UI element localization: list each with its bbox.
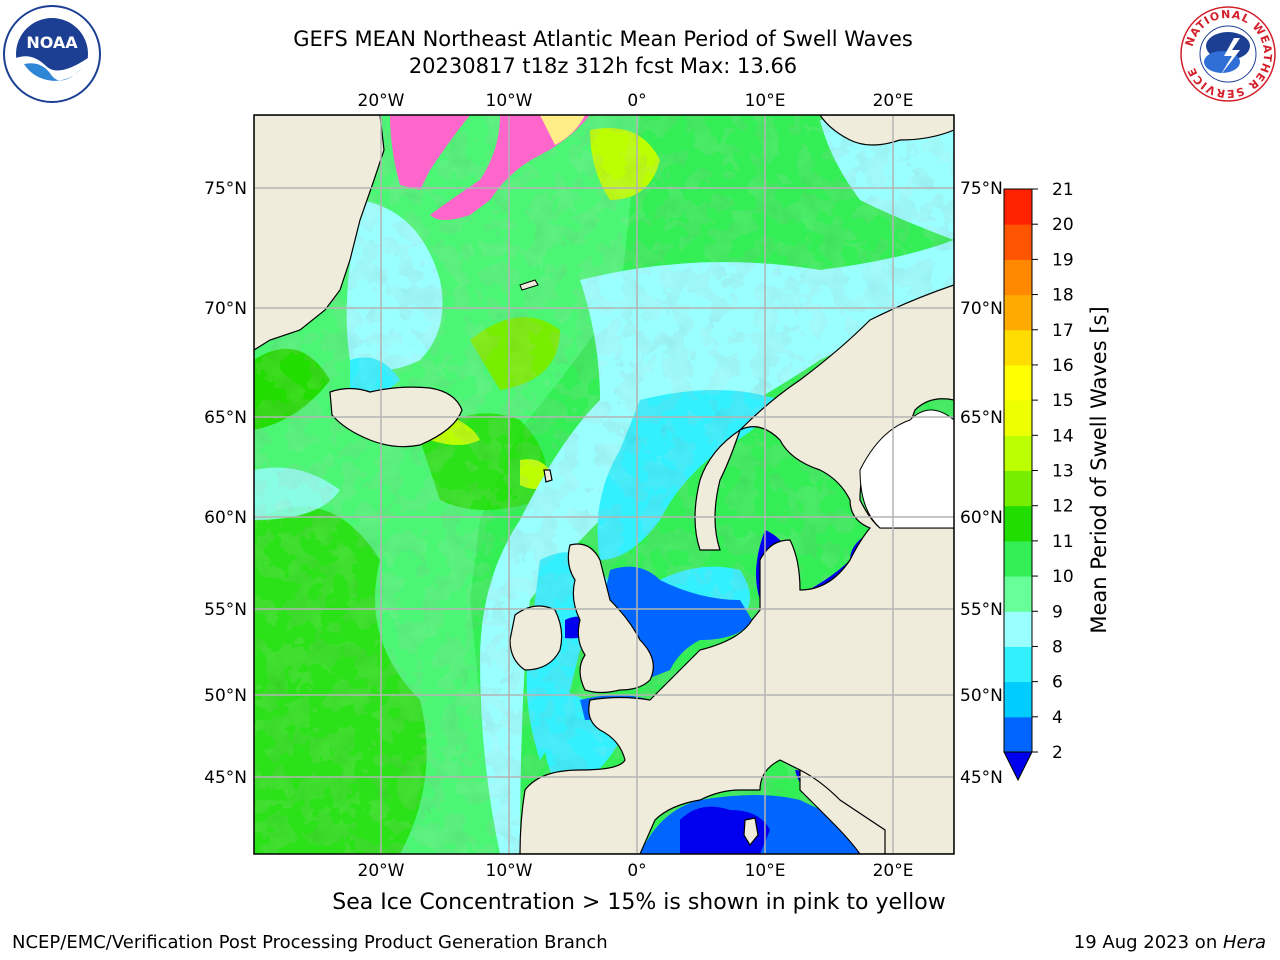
lon-label-bottom: 10°W [486, 861, 533, 881]
land-italy [799, 769, 886, 854]
lat-label-left: 70°N [204, 299, 247, 319]
lon-labels-bottom: 20°W 10°W 0° 10°E 20°E [358, 861, 914, 881]
colorbar-under-arrow [1003, 751, 1033, 782]
colorbar-segment [1004, 224, 1032, 260]
lon-label-top: 10°E [745, 91, 786, 111]
colorbar-tick-label: 18 [1052, 286, 1074, 306]
colorbar-tick-label: 20 [1052, 215, 1074, 235]
graticule [254, 115, 954, 854]
sea-ice-b [430, 115, 590, 220]
colorbar: 2 4 6 8 9 10 11 12 13 14 15 16 17 18 19 20 21 Mean Perio… [1003, 180, 1111, 782]
colorbar-tick-label: 12 [1052, 497, 1074, 517]
lon-labels-top: 20°W 10°W 0° 10°E 20°E [358, 91, 914, 111]
colorbar-segment [1004, 646, 1032, 683]
land-faroe [543, 469, 553, 483]
lon-label-bottom: 20°W [358, 861, 405, 881]
colorbar-segment [1004, 716, 1032, 753]
colorbar-tick-label: 17 [1052, 321, 1074, 341]
lat-label-right: 75°N [960, 179, 1003, 199]
sea-ice-note: Sea Ice Concentration > 15% is shown in … [0, 890, 1280, 915]
lat-label-right: 60°N [960, 508, 1003, 528]
lat-label-right: 65°N [960, 408, 1003, 428]
lat-labels-right: 75°N 70°N 65°N 60°N 55°N 50°N 45°N [960, 179, 1003, 788]
lon-label-bottom: 20°E [873, 861, 914, 881]
lat-label-left: 65°N [204, 408, 247, 428]
colorbar-tick-label: 2 [1052, 743, 1063, 763]
lon-label-top: 0° [627, 91, 646, 111]
land-greenland [254, 115, 385, 351]
colorbar-tick-label: 13 [1052, 462, 1074, 482]
land-ireland [509, 605, 563, 671]
lat-label-right: 70°N [960, 299, 1003, 319]
map-frame [253, 114, 955, 855]
colorbar-tick-label: 4 [1052, 708, 1063, 728]
colorbar-segment [1004, 364, 1032, 401]
lon-label-top: 20°E [873, 91, 914, 111]
map-panel [254, 115, 954, 854]
colorbar-tick-label: 10 [1052, 567, 1074, 587]
colorbar-tick-label: 11 [1052, 532, 1074, 552]
land-svalbard [819, 115, 954, 146]
colorbar-segment [1004, 505, 1032, 542]
lat-labels-left: 75°N 70°N 65°N 60°N 55°N 50°N 45°N [204, 179, 247, 788]
sea-ice-a [390, 115, 470, 190]
colorbar-tick-label: 14 [1052, 426, 1074, 446]
colorbar-label: Mean Period of Swell Waves [s] [1087, 306, 1111, 633]
colorbar-segment [1004, 189, 1032, 225]
lat-label-right: 55°N [960, 600, 1003, 620]
lat-label-left: 60°N [204, 508, 247, 528]
colorbar-segment [1004, 294, 1032, 331]
land-jan-mayen [519, 279, 539, 291]
sea-ice-c [540, 115, 585, 145]
colorbar-segment [1004, 470, 1032, 507]
lat-label-left: 55°N [204, 600, 247, 620]
colorbar-segment [1004, 259, 1032, 296]
lat-label-right: 45°N [960, 768, 1003, 788]
land-finland-nodata [859, 409, 954, 529]
credit-date: 19 Aug 2023 on [1073, 932, 1223, 953]
field-med-under [680, 806, 770, 854]
colorbar-tick-label: 9 [1052, 602, 1063, 622]
credit-host: Hera [1222, 932, 1266, 953]
sea-ice-note-text: Sea Ice Concentration > 15% is shown in … [332, 890, 946, 915]
colorbar-tick-label: 6 [1052, 673, 1063, 693]
lat-label-left: 50°N [204, 686, 247, 706]
lat-label-left: 45°N [204, 768, 247, 788]
lat-label-left: 75°N [204, 179, 247, 199]
colorbar-segment [1004, 540, 1032, 577]
colorbar-tick-label: 15 [1052, 391, 1074, 411]
nws-logo: NATIONAL WEATHER SERVICE [1180, 6, 1276, 102]
colorbar-segment [1004, 576, 1032, 612]
colorbar-tick-label: 19 [1052, 250, 1074, 270]
lon-label-bottom: 10°E [745, 861, 786, 881]
credit-right: 19 Aug 2023 on Hera [1074, 932, 1266, 953]
colorbar-segment [1004, 681, 1032, 718]
land-sardinia [743, 817, 759, 847]
lon-label-bottom: 0° [627, 861, 646, 881]
lon-label-top: 20°W [358, 91, 405, 111]
lon-label-top: 10°W [486, 91, 533, 111]
colorbar-tick-label: 16 [1052, 356, 1074, 376]
lat-label-right: 50°N [960, 686, 1003, 706]
noaa-logo: NOAA [3, 5, 101, 103]
noaa-logo-text: NOAA [26, 33, 78, 52]
colorbar-tick-label: 21 [1052, 180, 1074, 200]
colorbar-segment [1004, 435, 1032, 471]
map-subtitle: 20230817 t18z 312h fcst Max: 13.66 [408, 54, 798, 78]
colorbar-segment [1004, 611, 1032, 647]
colorbar-segments [1004, 189, 1032, 753]
colorbar-segment [1004, 329, 1032, 366]
colorbar-tick-label: 8 [1052, 637, 1063, 657]
credit-left: NCEP/EMC/Verification Post Processing Pr… [12, 932, 608, 953]
colorbar-ticks: 2 4 6 8 9 10 11 12 13 14 15 16 17 18 19 20 21 [1032, 180, 1074, 763]
map-title: GEFS MEAN Northeast Atlantic Mean Period… [293, 27, 913, 51]
colorbar-segment [1004, 400, 1032, 436]
